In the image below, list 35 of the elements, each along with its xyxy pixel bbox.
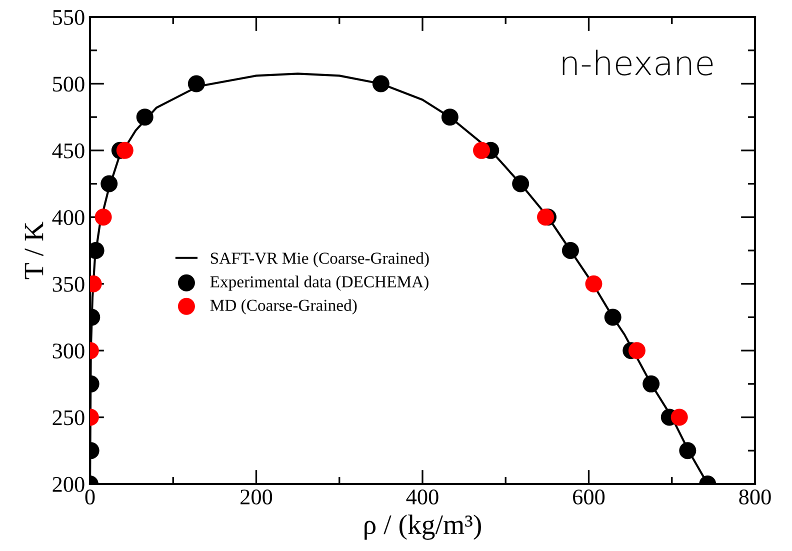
y-tick-label: 500 [53,76,84,92]
point [670,408,688,426]
point [441,108,458,126]
y-tick-label: 400 [52,210,84,226]
point [679,442,696,460]
y-tick-label: 300 [52,344,84,358]
point [585,275,602,292]
point [628,342,646,360]
legend-label: Experimental data (DECHEMA) [210,276,428,291]
x-tick-label: 400 [406,490,438,504]
x-tick-label: 200 [240,490,272,504]
y-tick-label: 200 [52,476,84,492]
x-axis-title: ρ / (kg/m³) [364,514,481,540]
point [562,242,579,260]
point [116,142,134,159]
y-axis-title: T / K [24,222,44,280]
point [372,75,390,92]
annotation: n-hexane [562,50,713,76]
point [136,108,154,126]
point [604,308,622,326]
y-tick-label: 550 [53,10,84,25]
y-tick-label: 250 [52,410,84,426]
point [473,142,490,159]
point [512,175,530,192]
x-tick-label: 600 [573,490,605,504]
x-tick-label: 0 [85,490,95,504]
point [100,175,118,192]
y-tick-label: 350 [52,276,84,292]
point [188,75,205,92]
legend-label: SAFT-VR Mie (Coarse-Grained) [210,252,429,268]
legend-label: MD (Coarse-Grained) [210,299,357,314]
point [642,375,660,392]
y-tick-label: 450 [52,143,84,158]
point [94,208,112,226]
x-tick-label: 800 [739,490,771,504]
